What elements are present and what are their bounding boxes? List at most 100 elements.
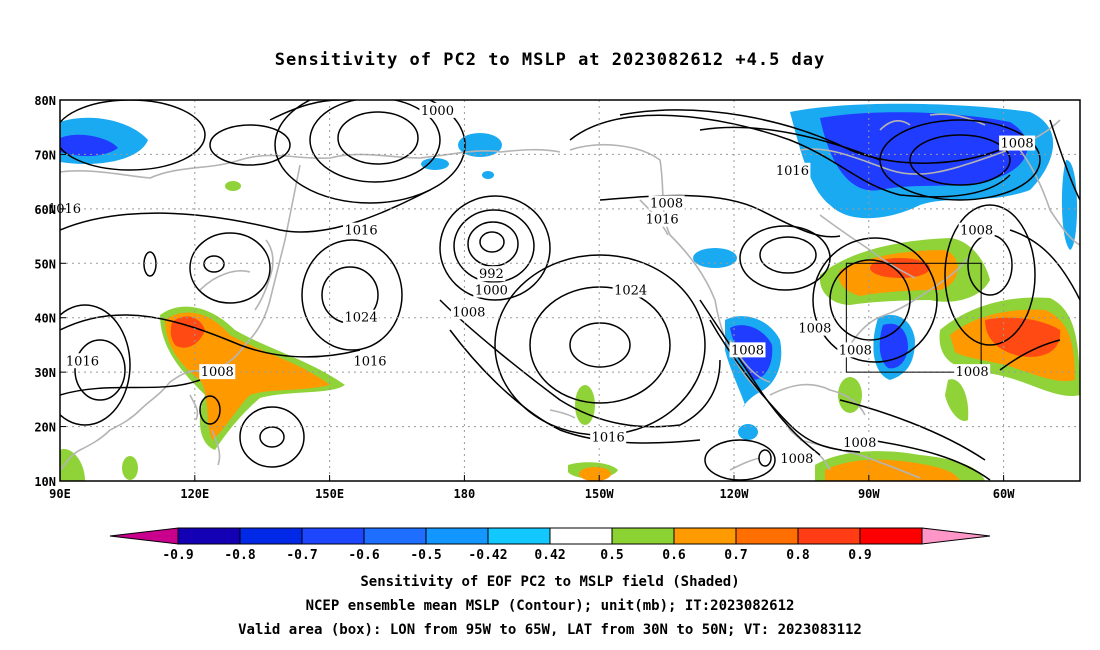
colorbar-high-triangle (921, 527, 991, 545)
colorbar-segment (797, 527, 861, 545)
coastlines (60, 113, 1080, 479)
colorbar-segment (239, 527, 303, 545)
colorbar-segment (425, 527, 489, 545)
mslp-contours (60, 100, 1080, 481)
lon-tick-label: 180 (454, 487, 476, 501)
lon-tick-label: 120W (720, 487, 750, 501)
colorbar-segment (177, 527, 241, 545)
contour-label-bg (837, 342, 874, 358)
contour-label: 1024 (614, 284, 647, 299)
lon-tick-label: 120E (180, 487, 209, 501)
contour-label: 1008 (1001, 137, 1034, 152)
lat-tick-label: 10N (34, 475, 56, 489)
lat-tick-label: 20N (34, 421, 56, 435)
contour-label-bg (419, 102, 456, 118)
valid-area-box (845, 262, 982, 373)
contour-label: 1008 (201, 365, 234, 380)
longitude-tick-labels: 90E 120E 150E 180 150W 120W 90W 60W (49, 475, 1015, 501)
contour-label: 1008 (798, 322, 831, 337)
contour-label-bg (999, 135, 1036, 151)
contour-label-bg (648, 195, 685, 211)
plot-frame (59, 99, 1081, 482)
colorbar-segment (301, 527, 365, 545)
colorbar-segment (549, 527, 613, 545)
lon-tick-label: 90E (49, 487, 71, 501)
colorbar-segment (487, 527, 551, 545)
colorbar-label: 0.6 (662, 548, 686, 563)
contour-label: 1016 (592, 430, 625, 445)
contour-label: 1024 (345, 311, 378, 326)
contour-label: 1016 (66, 354, 99, 369)
lat-tick-label: 60N (34, 203, 56, 217)
colorbar-label: 0.9 (848, 548, 871, 563)
colorbar-label: 0.42 (534, 548, 565, 563)
contour-label: 1016 (353, 354, 386, 369)
contour-label: 1008 (839, 343, 872, 358)
contour-label: 1016 (345, 224, 378, 239)
contour-label-bg (64, 353, 101, 369)
colorbar-label: 0.8 (786, 548, 810, 563)
lon-tick-label: 150W (585, 487, 615, 501)
grid-lines (60, 100, 1080, 481)
contour-label: 1008 (960, 224, 993, 239)
colorbar-label: -0.6 (348, 548, 379, 563)
positive-sensitivity-areas (60, 181, 1080, 481)
contour-label-bg (796, 320, 833, 336)
contour-label-bg (199, 364, 236, 380)
lat-tick-label: 80N (34, 94, 56, 108)
latitude-tick-labels: 80N 70N 60N 50N 40N 30N 20N 10N (34, 94, 66, 489)
colorbar-label: 0.5 (600, 548, 623, 563)
colorbar-label: 0.7 (724, 548, 747, 563)
contour-label-bg (729, 342, 766, 358)
lat-tick-label: 30N (34, 366, 56, 380)
colorbar-label: -0.5 (410, 548, 441, 563)
lon-tick-label: 60W (993, 487, 1015, 501)
contour-label: 1008 (780, 452, 813, 467)
contour-label-bg (841, 434, 878, 450)
colorbar-segment (363, 527, 427, 545)
contour-label: 1000 (475, 284, 508, 299)
contour-label-bg (590, 429, 627, 445)
colorbar-label: -0.9 (162, 548, 193, 563)
contour-label-bg (778, 451, 815, 467)
lon-tick-label: 90W (858, 487, 880, 501)
lat-tick-label: 70N (34, 148, 56, 162)
colorbar: -0.9 -0.8 -0.7 -0.6 -0.5 -0.42 0.42 0.5 0.6 0.7 0.… (109, 527, 991, 563)
page-title: Sensitivity of PC2 to MSLP at 2023082612… (274, 50, 826, 70)
contour-label-bg (644, 211, 681, 227)
contour-label-bg (958, 222, 995, 238)
contour-label: 992 (479, 267, 504, 282)
contour-label: 1008 (843, 436, 876, 451)
sensitivity-shading (60, 103, 1080, 481)
negative-sensitivity-areas (60, 103, 1078, 440)
contour-label: 1008 (956, 365, 989, 380)
contour-label-bg (473, 282, 510, 298)
colorbar-segment (673, 527, 737, 545)
colorbar-segment (735, 527, 799, 545)
colorbar-label: -0.7 (286, 548, 317, 563)
lat-tick-label: 50N (34, 257, 56, 271)
contour-label-bg (612, 282, 649, 298)
contour-label: 1008 (650, 196, 683, 211)
contour-label: 1000 (421, 104, 454, 119)
caption-shaded: Sensitivity of EOF PC2 to MSLP field (Sh… (360, 574, 740, 590)
colorbar-label: -0.8 (224, 548, 255, 563)
lat-tick-label: 40N (34, 312, 56, 326)
colorbar-segment (859, 527, 923, 545)
contour-label: 1008 (452, 305, 485, 320)
caption-valid-area: Valid area (box): LON from 95W to 65W, L… (238, 622, 862, 638)
caption-contour: NCEP ensemble mean MSLP (Contour); unit(… (305, 598, 795, 614)
contour-label-bg (477, 266, 506, 282)
contour-label-bg (343, 309, 380, 325)
contour-label-bg (343, 222, 380, 238)
lon-tick-label: 150E (315, 487, 344, 501)
contour-label: 1016 (646, 213, 679, 228)
contour-label: 1016 (776, 164, 809, 179)
colorbar-low-triangle (109, 527, 179, 545)
colorbar-label: -0.42 (468, 548, 507, 563)
contour-label-bg (954, 364, 991, 380)
contour-label-bg (352, 353, 389, 369)
contour-label-bg (450, 304, 487, 320)
contour-label-bg (774, 162, 811, 178)
